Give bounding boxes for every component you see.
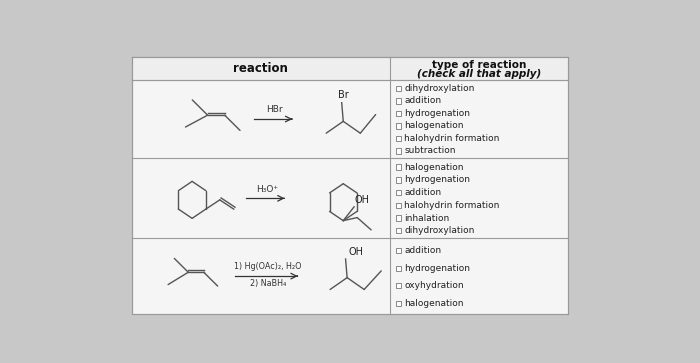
Text: 1) Hg(OAc)₂, H₂O: 1) Hg(OAc)₂, H₂O: [234, 262, 302, 272]
Text: hydrogenation: hydrogenation: [405, 264, 470, 273]
Text: type of reaction: type of reaction: [432, 60, 526, 70]
Bar: [132, 57, 568, 314]
Text: addition: addition: [405, 188, 442, 197]
Text: OH: OH: [349, 248, 364, 257]
Bar: [396, 148, 401, 154]
Bar: [396, 164, 401, 170]
Bar: [396, 228, 401, 233]
Text: reaction: reaction: [233, 62, 288, 75]
Text: dihydroxylation: dihydroxylation: [405, 84, 475, 93]
Text: addition: addition: [405, 246, 442, 255]
Text: hydrogenation: hydrogenation: [405, 175, 470, 184]
Text: halohydrin formation: halohydrin formation: [405, 134, 500, 143]
Bar: [132, 57, 568, 80]
Text: oxyhydration: oxyhydration: [405, 281, 464, 290]
Bar: [396, 190, 401, 195]
Text: halogenation: halogenation: [405, 299, 464, 308]
Text: inhalation: inhalation: [405, 213, 449, 223]
Text: 2) NaBH₄: 2) NaBH₄: [250, 279, 286, 288]
Bar: [396, 265, 401, 271]
Bar: [396, 301, 401, 306]
Text: halohydrin formation: halohydrin formation: [405, 201, 500, 210]
Text: Br: Br: [338, 90, 349, 101]
Text: HBr: HBr: [266, 105, 283, 114]
Bar: [396, 111, 401, 116]
Bar: [396, 248, 401, 253]
Bar: [396, 86, 401, 91]
Bar: [396, 136, 401, 141]
Text: subtraction: subtraction: [405, 146, 456, 155]
Bar: [396, 215, 401, 221]
Text: dihydroxylation: dihydroxylation: [405, 226, 475, 235]
Text: (check all that apply): (check all that apply): [416, 69, 541, 79]
Bar: [396, 203, 401, 208]
Text: H₃O⁺: H₃O⁺: [256, 185, 278, 194]
Bar: [396, 283, 401, 289]
Text: OH: OH: [355, 195, 370, 205]
Text: halogenation: halogenation: [405, 121, 464, 130]
Bar: [396, 177, 401, 183]
Text: hydrogenation: hydrogenation: [405, 109, 470, 118]
Bar: [396, 123, 401, 129]
Text: addition: addition: [405, 97, 442, 105]
Text: halogenation: halogenation: [405, 163, 464, 172]
Bar: [396, 98, 401, 104]
